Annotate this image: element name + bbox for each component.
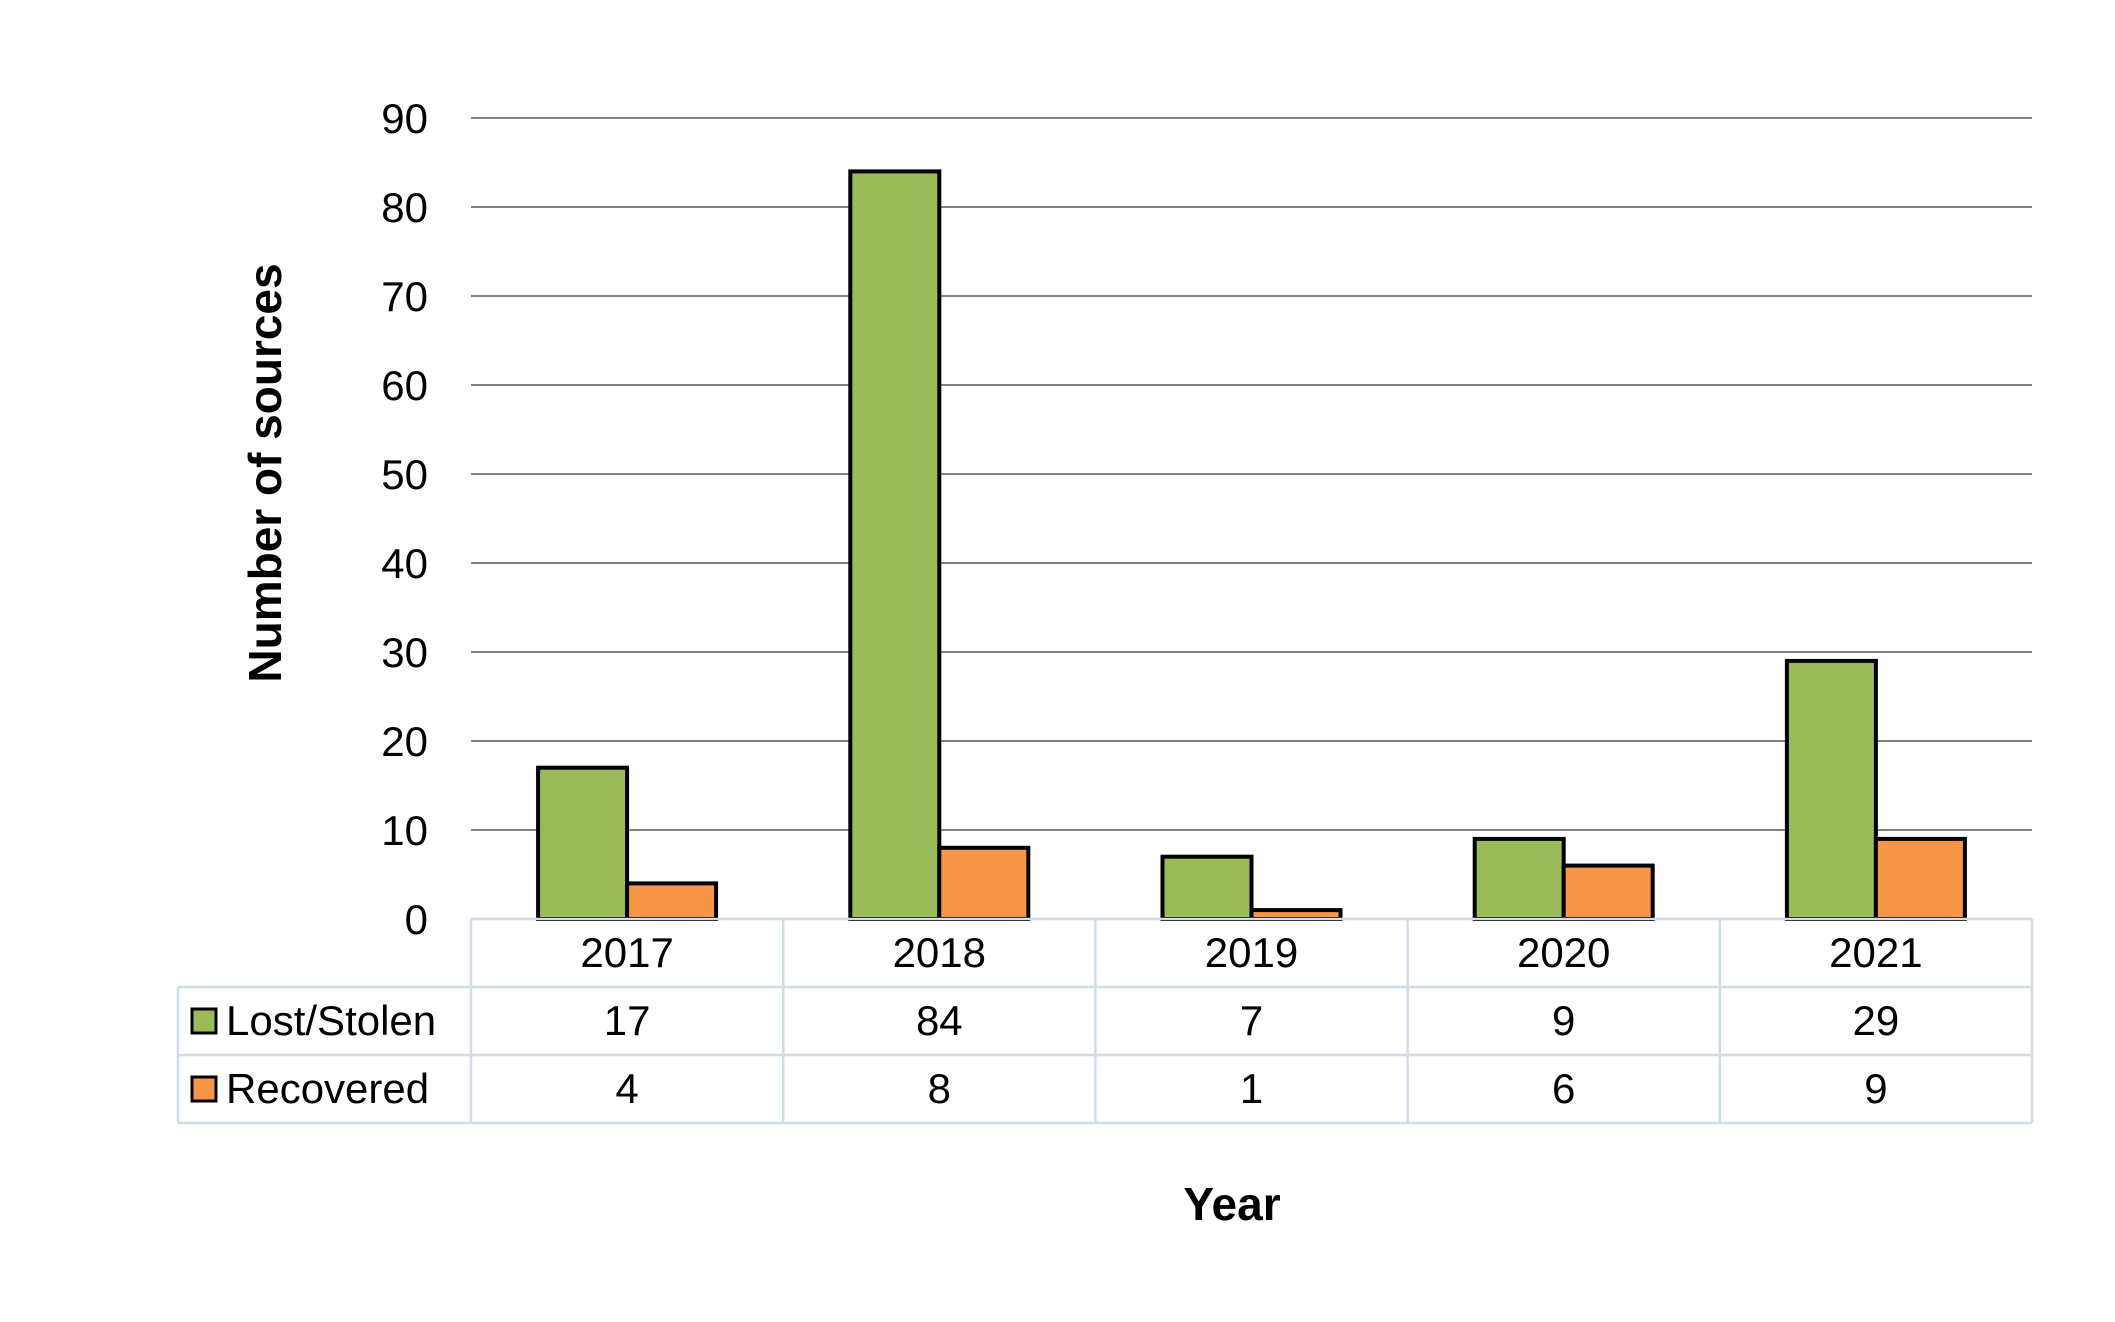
data-label-lost-stolen: 29 <box>1853 997 1900 1044</box>
bar-lost-stolen-2018 <box>848 169 942 921</box>
y-tick-label: 60 <box>381 362 428 409</box>
gridlines <box>471 117 2032 920</box>
bar-lost-stolen-2017 <box>536 765 630 922</box>
y-tick-label: 90 <box>381 95 428 142</box>
x-axis-title: Year <box>1183 1178 1280 1230</box>
x-tick-label: 2018 <box>893 929 986 976</box>
bar-recovered-2017 <box>625 881 719 922</box>
y-axis-ticks: 0 10 20 30 40 50 60 70 80 90 <box>381 95 428 943</box>
data-label-lost-stolen: 84 <box>916 997 963 1044</box>
legend-label-lost-stolen: Lost/Stolen <box>226 997 436 1044</box>
y-tick-label: 80 <box>381 184 428 231</box>
y-tick-label: 10 <box>381 807 428 854</box>
data-label-lost-stolen: 7 <box>1240 997 1263 1044</box>
x-tick-label: 2021 <box>1829 929 1922 976</box>
x-tick-label: 2017 <box>580 929 673 976</box>
y-tick-label: 30 <box>381 629 428 676</box>
bar-lost-stolen-2020 <box>1472 836 1566 922</box>
data-label-recovered: 8 <box>928 1065 951 1112</box>
y-tick-label: 0 <box>405 896 428 943</box>
data-label-recovered: 1 <box>1240 1065 1263 1112</box>
data-label-lost-stolen: 17 <box>604 997 651 1044</box>
legend-key-recovered <box>190 1075 218 1103</box>
bar-recovered-2018 <box>937 845 1031 921</box>
legend-key-lost-stolen <box>190 1007 218 1035</box>
bars <box>536 169 1967 922</box>
data-label-recovered: 6 <box>1552 1065 1575 1112</box>
bar-recovered-2019 <box>1249 908 1343 921</box>
bar-lost-stolen-2019 <box>1160 854 1254 922</box>
data-label-recovered: 9 <box>1864 1065 1887 1112</box>
bar-recovered-2020 <box>1561 863 1655 921</box>
bar-recovered-2021 <box>1873 836 1967 922</box>
legend-label-recovered: Recovered <box>226 1065 429 1112</box>
x-tick-label: 2020 <box>1517 929 1610 976</box>
y-tick-label: 70 <box>381 273 428 320</box>
data-label-lost-stolen: 9 <box>1552 997 1575 1044</box>
y-tick-label: 20 <box>381 718 428 765</box>
bar-lost-stolen-2021 <box>1784 658 1878 922</box>
data-label-recovered: 4 <box>615 1065 638 1112</box>
y-tick-label: 50 <box>381 451 428 498</box>
y-tick-label: 40 <box>381 540 428 587</box>
x-tick-label: 2019 <box>1205 929 1298 976</box>
y-axis-title: Number of sources <box>239 263 291 682</box>
